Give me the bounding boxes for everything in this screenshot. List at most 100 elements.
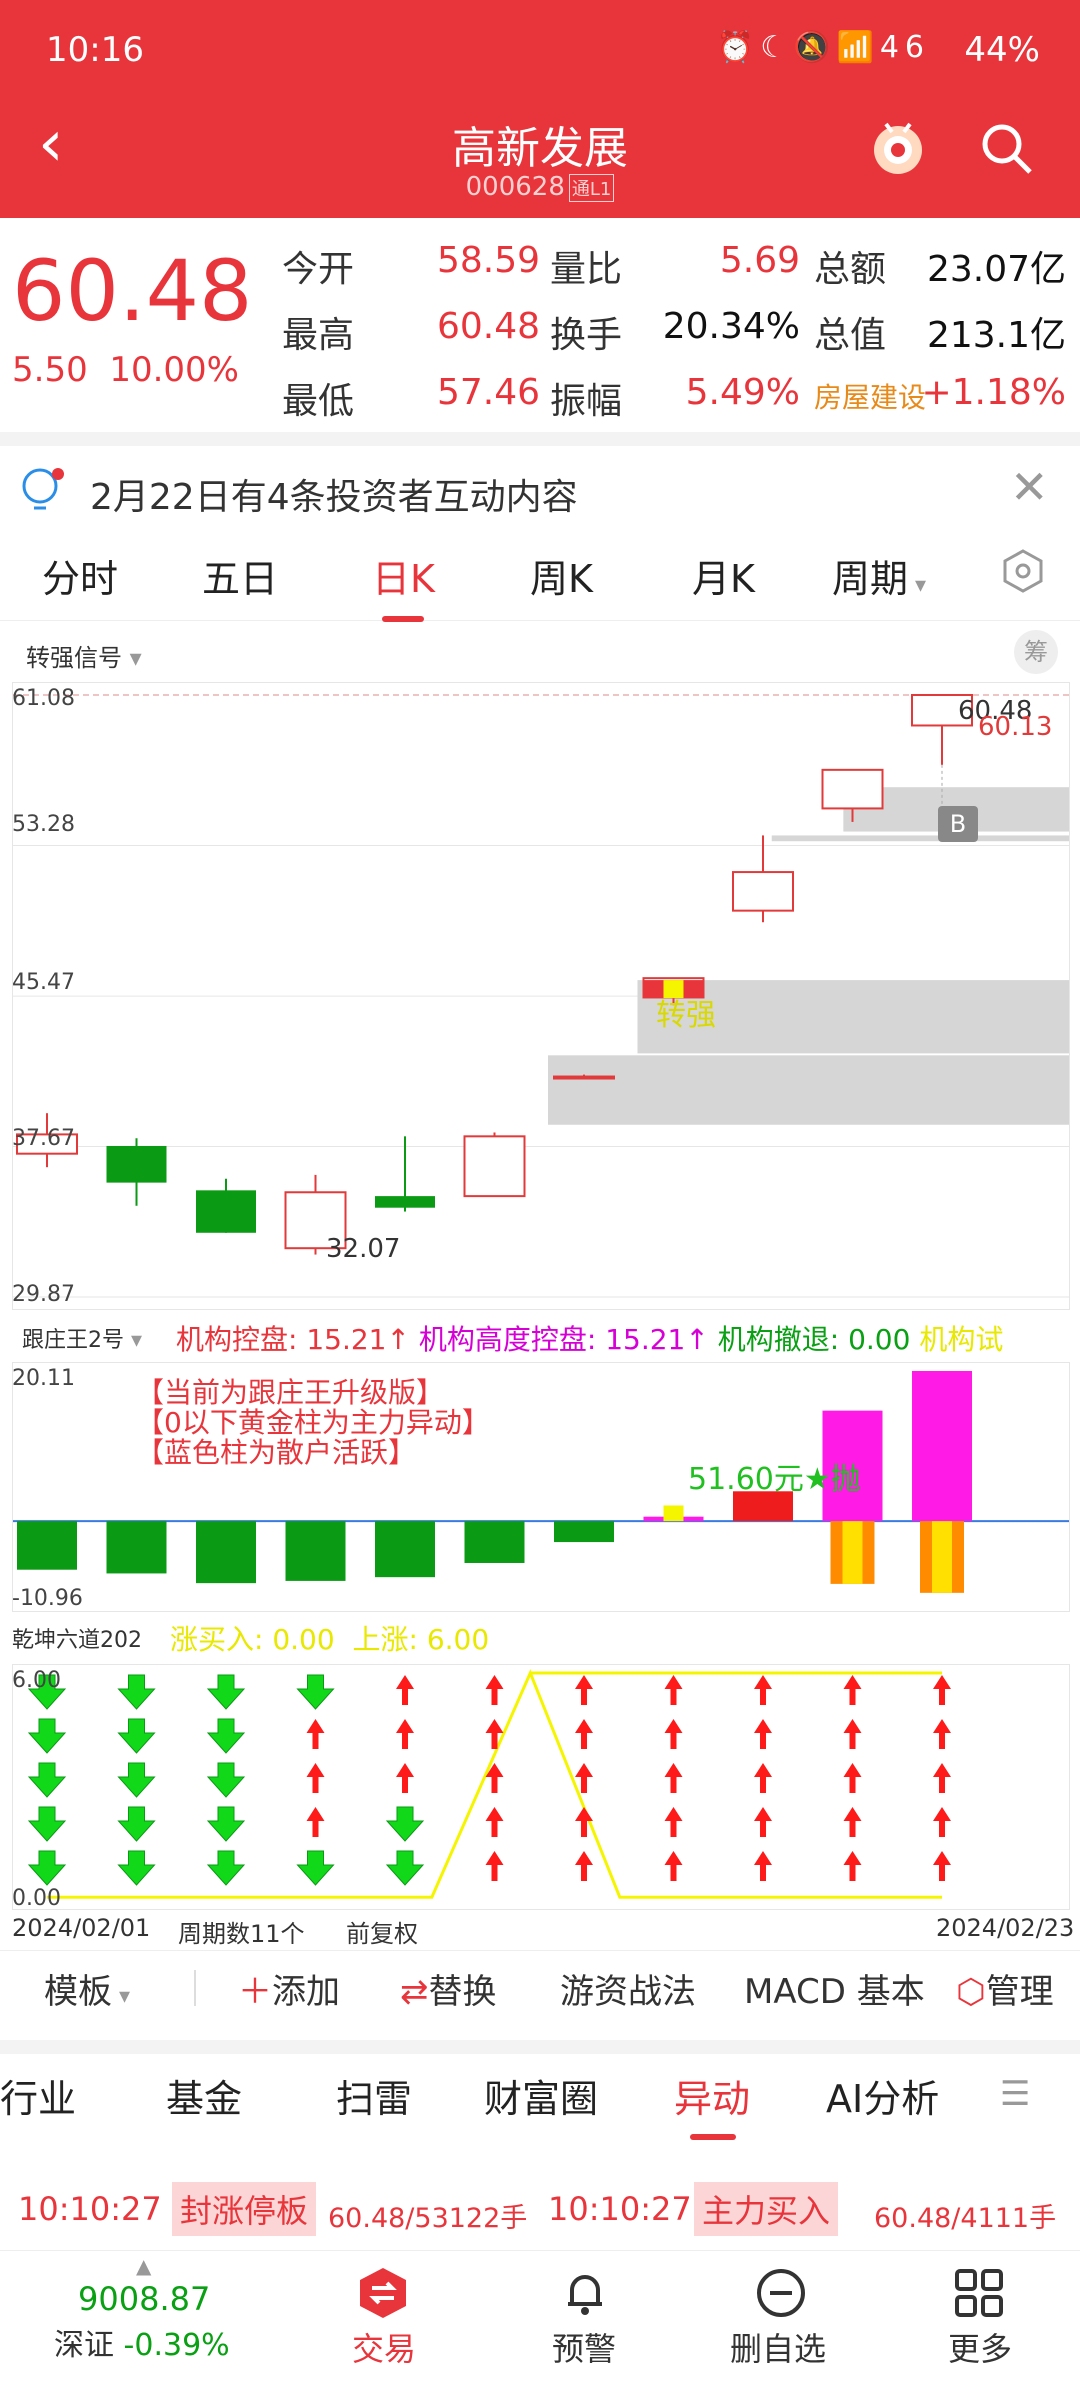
index-value[interactable]: 9008.87 [78,2280,211,2318]
macd-button[interactable]: MACD 基本 [744,1972,925,2012]
down-arrow [27,1850,67,1886]
up-arrow [485,1851,504,1881]
up-arrow [933,1763,951,1793]
open-label: 今开 [282,249,355,290]
nav-trade[interactable]: 交易 [352,2330,417,2368]
kline-chart[interactable] [12,682,1070,1310]
volume-ratio-label: 量比 [550,249,623,290]
tab-risk-scan[interactable]: 扫雷 [336,2077,413,2121]
template-button[interactable]: 模板 ▾ [44,1964,130,2013]
up-arrow [754,1763,772,1793]
trade-icon[interactable] [356,2266,410,2324]
green-bar [554,1521,614,1543]
low-label: 最低 [282,381,355,422]
mascot-icon[interactable] [868,118,928,191]
indicator-label[interactable]: 转强信号 ▾ [26,638,142,673]
tab-movement[interactable]: 异动 [674,2077,751,2121]
grid-icon[interactable] [952,2266,1006,2324]
filter-icon[interactable]: ☰ [1000,2074,1031,2114]
up-arrow [575,1851,593,1881]
buy-marker[interactable]: B [938,806,978,842]
up-arrow [485,1763,504,1793]
manage-label: 管理 [985,1972,1054,2012]
candle-body [821,768,884,810]
turnover-label: 换手 [550,315,623,356]
change-pct: 10.00% [109,350,239,390]
tab-fund[interactable]: 基金 [166,2077,243,2121]
notice-bar[interactable]: 2月22日有4条投资者互动内容 ✕ [0,432,1080,534]
tab-industry[interactable]: 行业 [0,2077,77,2121]
candle-body [284,1191,347,1250]
settings-icon[interactable] [1000,548,1046,598]
bell-icon[interactable] [558,2266,612,2324]
up-arrow [754,1675,772,1705]
replace-label: 替换 [428,1972,497,2012]
strategy-button[interactable]: 游资战法 [560,1972,696,2012]
nav-more[interactable]: 更多 [948,2330,1013,2368]
add-button[interactable]: ＋添加 [238,1964,340,2013]
category-indicator [690,2134,736,2140]
manage-button[interactable]: ⬡管理 [956,1964,1054,2013]
feed-tag[interactable]: 主力买入 [694,2182,839,2236]
sub1-chart[interactable] [12,1362,1070,1612]
last-price-label: 60.48 [958,696,1033,726]
y-tick: 45.47 [12,970,75,995]
tab-ai-analysis[interactable]: AI分析 [826,2077,940,2121]
down-arrow [117,1762,156,1798]
tab-daily-k[interactable]: 日K [372,557,435,601]
tab-intraday[interactable]: 分时 [42,557,119,601]
up-arrow [306,1719,325,1749]
sub1-svg [13,1371,1069,1593]
nav-remove-watchlist[interactable]: 删自选 [730,2330,827,2368]
tab-weekly-k[interactable]: 周K [530,557,593,601]
chevron-down-icon: ▾ [112,1984,131,2009]
gold-bar-core [932,1521,952,1593]
sub2-legend-1: 涨买入: 0.00 [170,1623,335,1656]
up-arrow [843,1807,862,1837]
tab-wealth-circle[interactable]: 财富圈 [484,2077,599,2121]
sub2-svg [27,1669,951,1899]
down-arrow [296,1850,335,1886]
up-arrow [306,1807,325,1837]
up-arrow [485,1719,504,1749]
adjust-mode[interactable]: 前复权 [346,1920,418,1948]
sub2-legend: 涨买入: 0.00 上涨: 6.00 [170,1618,489,1658]
down-arrow [206,1806,246,1842]
back-icon[interactable]: ‹ [38,107,64,181]
high-value: 60.48 [436,306,540,347]
sub1-indicator[interactable]: 跟庄王2号 ▾ [22,1322,142,1354]
amount-value: 23.07亿 [926,249,1066,290]
chip-button[interactable]: 筹 [1014,630,1058,674]
up-arrow [396,1719,414,1749]
search-icon[interactable] [976,118,1036,191]
magenta-bar [822,1410,883,1522]
up-arrow [664,1807,683,1837]
sub2-indicator[interactable]: 乾坤六道202 [12,1628,142,1653]
tab-monthly-k[interactable]: 月K [692,557,755,601]
down-arrow [296,1674,335,1710]
green-bar [375,1521,435,1578]
bottom-nav [0,2250,1080,2401]
up-arrow [664,1719,683,1749]
sub1-legend-3: 机构撤退: 0.00 [717,1323,911,1356]
index-name: 深证 [54,2328,114,2363]
tab-period[interactable]: 周期 ▾ [832,548,926,603]
up-arrow [754,1807,772,1837]
remove-watchlist-icon[interactable] [754,2266,808,2324]
sub2-chart[interactable] [12,1664,1070,1910]
up-arrow [396,1763,414,1793]
feed-tag[interactable]: 封涨停板 [172,2182,317,2236]
candle-body [732,871,794,912]
close-icon[interactable]: ✕ [1010,460,1049,514]
up-arrow [485,1807,504,1837]
replace-button[interactable]: ⇄替换 [400,1964,497,2013]
up-arrow [933,1675,951,1705]
sector-label[interactable]: 房屋建设 [814,381,927,414]
up-arrow [575,1807,593,1837]
sub1-note: 【当前为跟庄王升级版】 [136,1376,445,1409]
up-arrow [843,1851,862,1881]
nav-alert[interactable]: 预警 [552,2330,617,2368]
market-cap-value: 213.1亿 [926,315,1066,356]
tab-five-day[interactable]: 五日 [202,557,279,601]
amplitude-label: 振幅 [550,381,623,422]
